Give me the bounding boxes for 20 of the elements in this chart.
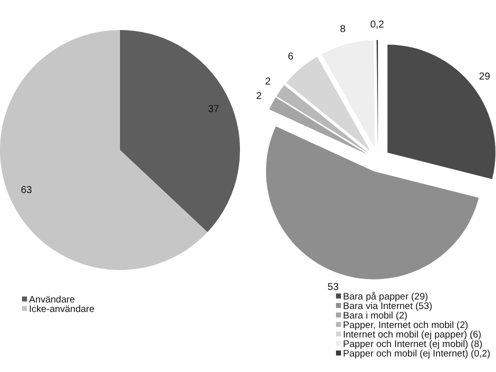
legend-label: Papper, Internet och mobil (2) — [343, 320, 468, 332]
legend-label: Papper och mobil (ej Internet) (0,2) — [343, 348, 490, 360]
data-label: 6 — [288, 51, 294, 62]
data-label: 0,2 — [370, 20, 385, 31]
pie-slice — [120, 30, 240, 232]
pie-slice — [0, 30, 208, 270]
data-label: 37 — [208, 104, 220, 116]
data-label: 2 — [265, 76, 272, 88]
data-label: 29 — [479, 72, 491, 83]
data-label: 2 — [256, 90, 262, 102]
legend-label: Bara via Internet (53) — [343, 301, 432, 312]
legend-label: Användare — [29, 294, 75, 306]
data-label: 8 — [340, 24, 346, 36]
legend-label: Icke-användare — [29, 304, 94, 316]
legend-label: Papper och Internet (ej mobil) (8) — [343, 339, 482, 350]
data-label: 53 — [328, 282, 340, 294]
legend-label: Internet och mobil (ej papper) (6) — [343, 330, 482, 341]
data-label: 63 — [20, 185, 32, 196]
legend-label: Bara i mobil (2) — [343, 310, 408, 322]
legend-label: Bara på papper (29) — [343, 292, 428, 303]
